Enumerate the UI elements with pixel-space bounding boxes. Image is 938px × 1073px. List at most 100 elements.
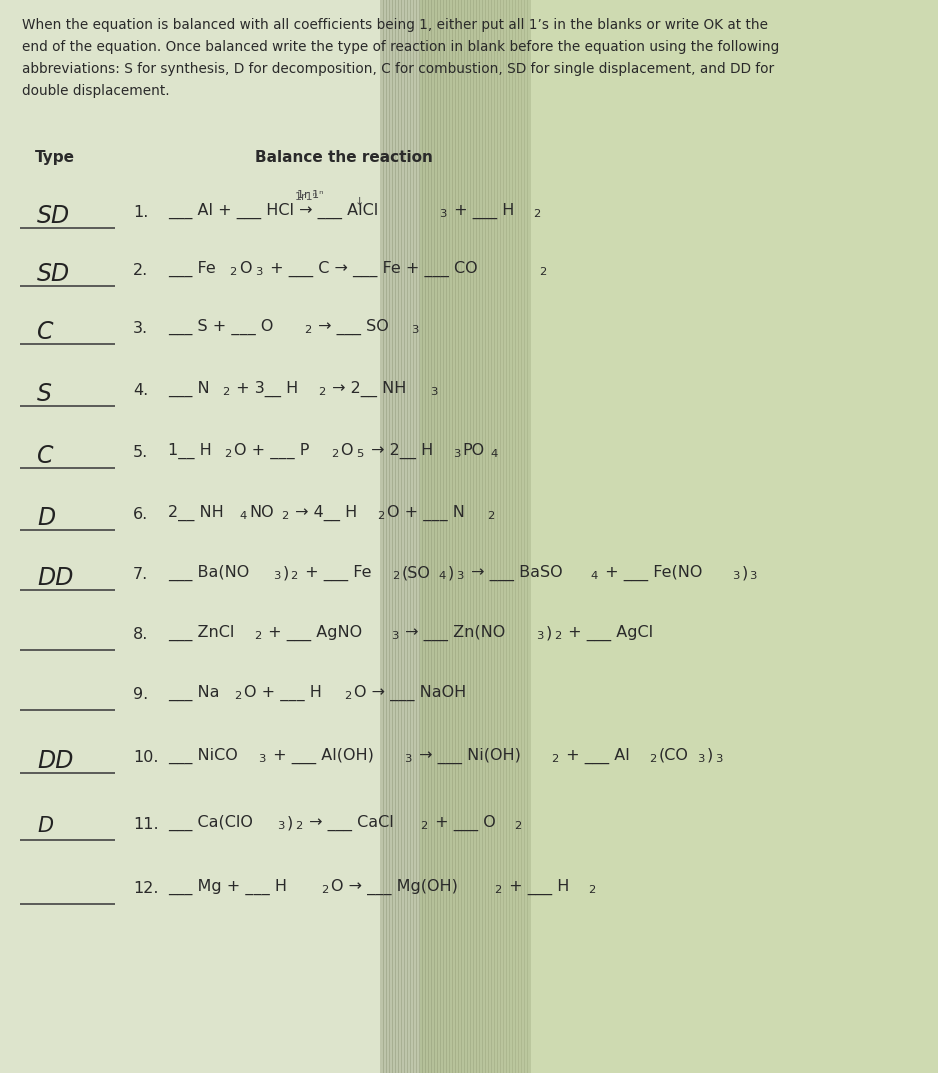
Bar: [475, 0, 477, 1073]
Text: ___ Al + ___ HCl → ___ AlCl: ___ Al + ___ HCl → ___ AlCl: [168, 203, 378, 219]
Text: 2: 2: [487, 512, 494, 521]
Text: O → ___ NaOH: O → ___ NaOH: [354, 685, 466, 701]
Text: D: D: [37, 815, 53, 836]
Text: 3: 3: [404, 754, 412, 764]
Bar: [416, 0, 418, 1073]
Bar: [462, 0, 464, 1073]
Bar: [382, 0, 384, 1073]
Text: O: O: [239, 261, 251, 276]
Text: 12.: 12.: [133, 881, 159, 896]
Text: → 2__ NH: → 2__ NH: [327, 381, 406, 397]
Bar: [435, 0, 437, 1073]
Text: 2: 2: [230, 267, 237, 277]
Bar: [405, 0, 407, 1073]
Text: 3: 3: [453, 450, 461, 459]
Text: 3: 3: [273, 571, 280, 582]
Text: 2__ NH: 2__ NH: [168, 505, 224, 521]
Text: 2: 2: [650, 754, 657, 764]
Text: 2: 2: [322, 885, 329, 895]
Text: Balance the reaction: Balance the reaction: [255, 150, 432, 165]
Text: 3: 3: [732, 571, 739, 582]
Text: ___ Na: ___ Na: [168, 685, 219, 701]
Text: ↓: ↓: [355, 197, 364, 207]
Text: ): ): [282, 565, 289, 580]
Bar: [386, 0, 388, 1073]
Text: 2: 2: [221, 387, 229, 397]
Bar: [432, 0, 434, 1073]
Bar: [490, 0, 492, 1073]
Text: SD: SD: [37, 262, 70, 286]
Text: (CO: (CO: [659, 748, 688, 763]
Bar: [457, 0, 459, 1073]
Text: 3: 3: [391, 631, 399, 642]
Text: 6.: 6.: [133, 508, 148, 521]
Bar: [512, 0, 514, 1073]
Bar: [498, 0, 501, 1073]
Text: 3: 3: [439, 209, 446, 219]
Text: ): ): [287, 815, 294, 831]
Text: D: D: [37, 506, 55, 530]
Text: C: C: [37, 320, 53, 344]
Text: → ___ CaCl: → ___ CaCl: [305, 815, 394, 832]
Text: 2: 2: [588, 885, 596, 895]
Text: 2: 2: [344, 691, 352, 702]
Text: PO: PO: [462, 443, 485, 458]
Text: O + ___ P: O + ___ P: [234, 443, 310, 459]
Text: 2: 2: [331, 450, 339, 459]
Bar: [477, 0, 479, 1073]
Text: O: O: [340, 443, 353, 458]
Text: When the equation is balanced with all coefficients being 1, either put all 1’s : When the equation is balanced with all c…: [22, 18, 768, 32]
Text: 2: 2: [377, 512, 385, 521]
Text: 2: 2: [514, 821, 522, 832]
Text: → ___ Zn(NO: → ___ Zn(NO: [401, 624, 506, 642]
Bar: [513, 0, 516, 1073]
Text: + ___ Fe: + ___ Fe: [300, 565, 371, 582]
Bar: [517, 0, 519, 1073]
Text: 4: 4: [590, 571, 598, 582]
Text: 10.: 10.: [133, 750, 159, 765]
Bar: [449, 0, 451, 1073]
Bar: [452, 0, 454, 1073]
Bar: [506, 0, 508, 1073]
Text: 3: 3: [430, 387, 437, 397]
Text: 5.: 5.: [133, 445, 148, 460]
Text: O + ___ N: O + ___ N: [386, 505, 464, 521]
Text: 3: 3: [456, 571, 463, 582]
Bar: [410, 0, 412, 1073]
Text: ): ): [448, 565, 454, 580]
Bar: [495, 0, 497, 1073]
Text: 3: 3: [255, 267, 263, 277]
Text: 3: 3: [698, 754, 704, 764]
Bar: [520, 0, 522, 1073]
Text: → ___ SO: → ___ SO: [313, 319, 389, 335]
Bar: [524, 0, 526, 1073]
Bar: [404, 0, 406, 1073]
Bar: [464, 0, 466, 1073]
Bar: [385, 0, 386, 1073]
Bar: [389, 0, 391, 1073]
Bar: [437, 0, 439, 1073]
Bar: [380, 0, 382, 1073]
Bar: [482, 0, 484, 1073]
Bar: [480, 0, 482, 1073]
Bar: [515, 0, 517, 1073]
Text: NO: NO: [250, 505, 274, 520]
Text: 2: 2: [224, 450, 232, 459]
Text: ): ): [707, 748, 713, 763]
Text: 3: 3: [278, 821, 285, 832]
Bar: [397, 0, 399, 1073]
Bar: [455, 0, 457, 1073]
Text: + ___ C → ___ Fe + ___ CO: + ___ C → ___ Fe + ___ CO: [265, 261, 477, 277]
Text: 2: 2: [539, 267, 546, 277]
Text: + 3__ H: + 3__ H: [231, 381, 298, 397]
Text: SD: SD: [37, 204, 70, 227]
Bar: [468, 0, 471, 1073]
Bar: [453, 0, 456, 1073]
Text: 3: 3: [715, 754, 722, 764]
Bar: [465, 0, 467, 1073]
Bar: [430, 0, 431, 1073]
Bar: [450, 0, 452, 1073]
Text: 2: 2: [494, 885, 502, 895]
Bar: [528, 0, 531, 1073]
Text: 2: 2: [291, 571, 297, 582]
